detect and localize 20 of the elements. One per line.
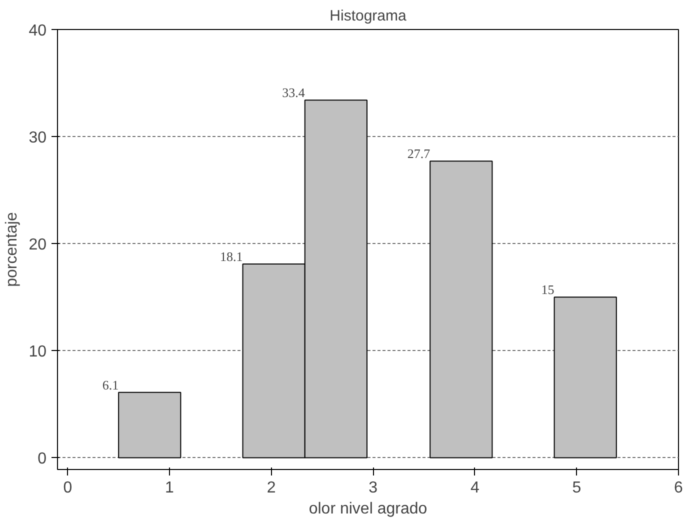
x-tick-label: 0 xyxy=(63,480,72,496)
x-tick-label: 1 xyxy=(165,480,174,496)
x-tick-label: 3 xyxy=(368,480,378,496)
data-label: 6.1 xyxy=(102,377,119,392)
x-axis-title: olor nivel agrado xyxy=(308,500,428,518)
data-label: 18.1 xyxy=(220,248,243,264)
x-tick-label: 2 xyxy=(266,480,276,496)
y-tick-label: 40 xyxy=(28,22,47,40)
x-tick-label: 5 xyxy=(572,480,582,496)
data-label: 33.4 xyxy=(282,85,306,100)
y-tick-label: 30 xyxy=(28,130,47,147)
y-tick-label: 10 xyxy=(28,344,47,361)
x-tick-label: 6 xyxy=(674,480,684,496)
x-tick-label: 4 xyxy=(470,480,480,496)
data-label: 15 xyxy=(541,282,554,298)
y-tick-label: 0 xyxy=(38,450,47,468)
y-tick-label: 20 xyxy=(28,236,47,254)
y-axis-title: porcentaje xyxy=(4,212,21,287)
chart-title: Histograma xyxy=(330,8,408,24)
data-label: 27.7 xyxy=(407,146,431,162)
